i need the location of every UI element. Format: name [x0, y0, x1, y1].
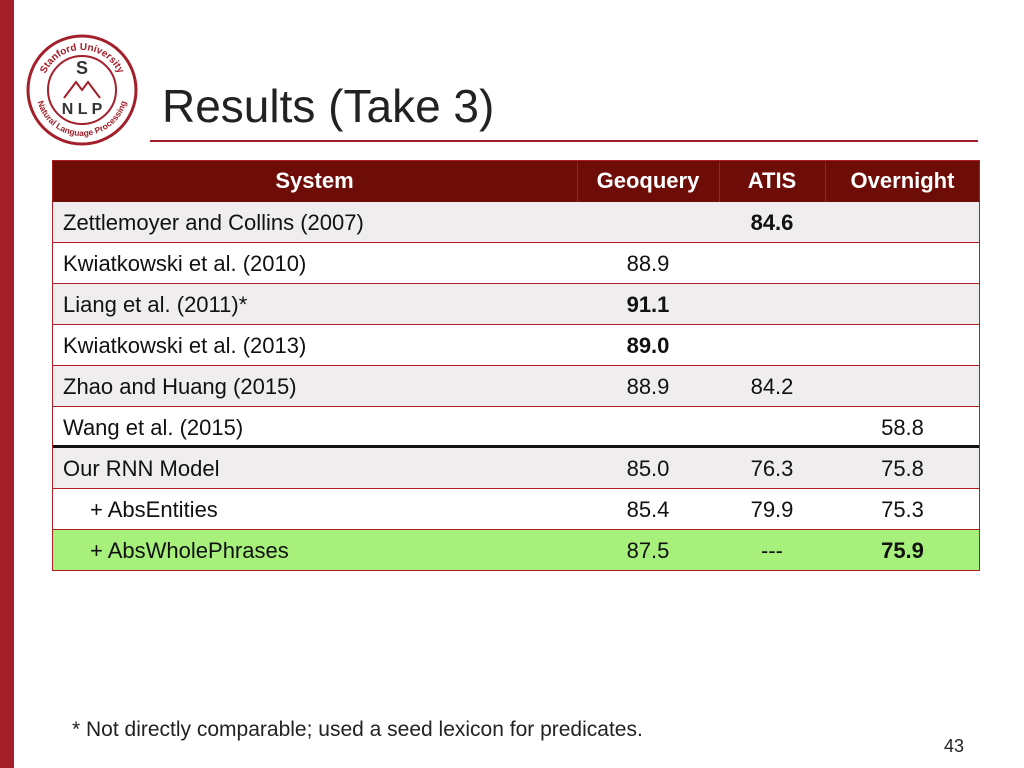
score: 88.9 — [626, 251, 670, 276]
column-divider — [825, 160, 826, 202]
logo-letter: S — [76, 58, 88, 78]
title: Results (Take 3) — [162, 80, 495, 132]
side-bar — [0, 0, 14, 768]
system-name: Wang et al. (2015) — [63, 415, 244, 440]
score: 75.3 — [881, 497, 924, 522]
system-name: Kwiatkowski et al. (2010) — [63, 251, 307, 276]
score: 76.3 — [750, 456, 794, 481]
system-name: Zhao and Huang (2015) — [63, 374, 297, 399]
table-row — [52, 202, 980, 243]
column-header: System — [275, 168, 354, 193]
page-number: 43 — [944, 736, 965, 756]
table-row — [52, 407, 980, 448]
score: 89.0 — [626, 333, 670, 358]
score: 85.4 — [626, 497, 670, 522]
system-name: Our RNN Model — [63, 456, 220, 481]
score: 84.6 — [750, 210, 794, 235]
system-name: + AbsWholePhrases — [90, 538, 289, 563]
column-header: ATIS — [747, 168, 797, 193]
results-table: System Geoquery ATIS Overnight Zettlemoyer a… — [52, 160, 980, 571]
score: 85.0 — [626, 456, 670, 481]
column-header: Geoquery — [596, 168, 700, 193]
logo-nlp: N L P — [62, 101, 103, 118]
score: 75.8 — [881, 456, 924, 481]
score: 58.8 — [881, 415, 924, 440]
table-row — [52, 448, 980, 489]
score: 79.9 — [750, 497, 794, 522]
score: 75.9 — [881, 538, 924, 563]
table-row — [52, 530, 980, 571]
system-name: Kwiatkowski et al. (2013) — [63, 333, 307, 358]
table-row — [52, 325, 980, 366]
column-divider — [577, 160, 578, 202]
column-header: Overnight — [850, 168, 955, 193]
system-name: Zettlemoyer and Collins (2007) — [63, 210, 364, 235]
title-rule — [150, 140, 978, 142]
footnote: * Not directly comparable; used a seed l… — [72, 718, 643, 741]
table-row — [52, 366, 980, 407]
score: 88.9 — [626, 374, 670, 399]
table-row — [52, 243, 980, 284]
score: --- — [761, 538, 783, 563]
score: 91.1 — [626, 292, 670, 317]
score: 87.5 — [626, 538, 670, 563]
column-divider — [719, 160, 720, 202]
system-name: + AbsEntities — [90, 497, 218, 522]
logo-peaks — [63, 80, 101, 99]
table-row — [52, 489, 980, 530]
score: 84.2 — [750, 374, 794, 399]
system-name: Liang et al. (2011)* — [63, 292, 248, 317]
table-row — [52, 284, 980, 325]
table-border — [52, 160, 980, 571]
logo: Stanford University Natural Language Pro… — [26, 34, 138, 146]
